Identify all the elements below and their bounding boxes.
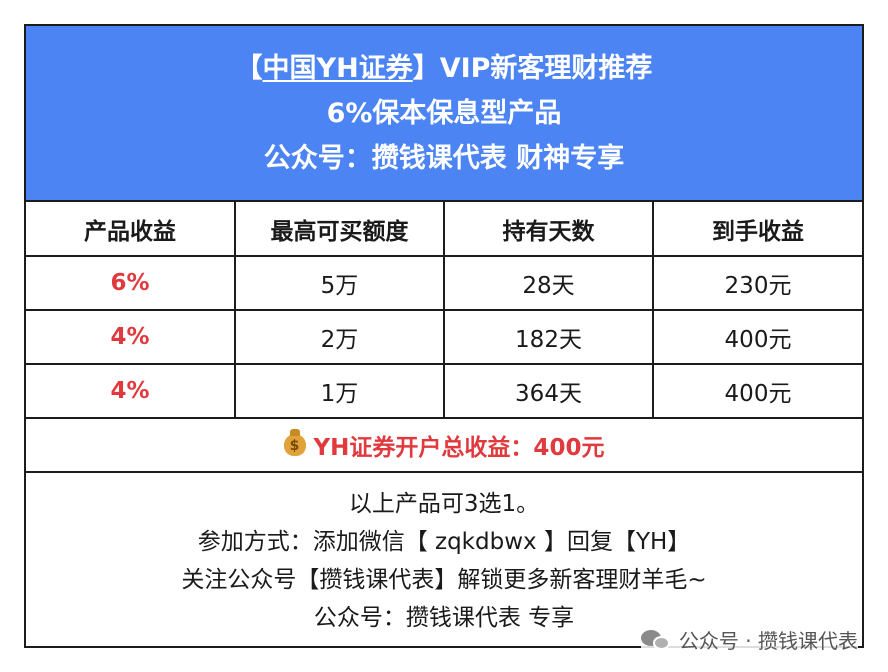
total-income-summary: $ YH证券开户总收益：400元 [26,419,862,473]
table-row: 6% 5万 28天 230元 [26,255,862,311]
footer-line: 以上产品可3选1。 [348,491,540,517]
table-header-row: 产品收益 最高可买额度 持有天数 到手收益 [26,202,862,257]
brand-link[interactable]: 中国YH证券 [262,52,413,84]
title-rest: VIP新客理财推荐 [439,52,653,84]
days-cell: 28天 [443,255,654,311]
footer-line: 公众号：攒钱课代表 专享 [313,605,575,631]
rate-cell: 4% [26,363,236,419]
header-subtitle: 6%保本保息型产品 [326,97,562,129]
days-cell: 182天 [443,309,654,365]
income-cell: 400元 [652,363,862,419]
limit-cell: 5万 [234,255,445,311]
limit-cell: 2万 [234,309,445,365]
product-table: 产品收益 最高可买额度 持有天数 到手收益 6% 5万 28天 230元 4% … [26,202,862,419]
column-header: 持有天数 [443,202,654,257]
header-account: 公众号：攒钱课代表 财神专享 [263,142,625,174]
table-row: 4% 2万 182天 400元 [26,309,862,365]
rate-cell: 4% [26,309,236,365]
limit-cell: 1万 [234,363,445,419]
footer-instructions: 以上产品可3选1。 参加方式：添加微信【 zqkdbwx 】回复【YH】 关注公… [26,473,862,637]
column-header: 产品收益 [26,202,236,257]
header-title: 【 中国YH证券 】 VIP新客理财推荐 [236,46,653,91]
bracket-open: 【 [235,52,263,84]
header-banner: 【 中国YH证券 】 VIP新客理财推荐 6%保本保息型产品 公众号：攒钱课代表… [26,26,862,202]
footer-line: 参加方式：添加微信【 zqkdbwx 】回复【YH】 [197,529,691,555]
money-bag-icon: $ [283,429,306,456]
table-row: 4% 1万 364天 400元 [26,363,862,419]
days-cell: 364天 [443,363,654,419]
rate-cell: 6% [26,255,236,311]
footer-line: 关注公众号【攒钱课代表】解锁更多新客理财羊毛~ [181,567,707,593]
wechat-icon [640,628,671,652]
column-header: 最高可买额度 [234,202,445,257]
watermark-text: 公众号 · 攒钱课代表 [678,629,858,653]
promo-card: 【 中国YH证券 】 VIP新客理财推荐 6%保本保息型产品 公众号：攒钱课代表… [24,24,864,648]
income-cell: 400元 [652,309,862,365]
income-cell: 230元 [652,255,862,311]
column-header: 到手收益 [652,202,862,257]
summary-text: YH证券开户总收益：400元 [313,435,605,461]
watermark: 公众号 · 攒钱课代表 [640,625,858,654]
bracket-close: 】 [412,52,440,84]
